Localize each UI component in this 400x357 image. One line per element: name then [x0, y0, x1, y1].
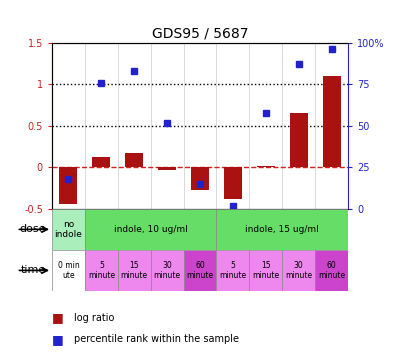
Text: 0 min
ute: 0 min ute	[58, 261, 79, 280]
Bar	[249, 250, 282, 291]
Text: 60
minute: 60 minute	[318, 261, 345, 280]
Text: dose: dose	[20, 224, 46, 235]
Text: log ratio: log ratio	[74, 313, 114, 323]
Text: 30
minute: 30 minute	[285, 261, 312, 280]
Bar	[216, 209, 348, 250]
Text: 5
minute: 5 minute	[219, 261, 246, 280]
Text: ■: ■	[52, 333, 64, 346]
Text: 5
minute: 5 minute	[88, 261, 115, 280]
Bar	[85, 250, 118, 291]
Text: indole, 15 ug/ml: indole, 15 ug/ml	[245, 225, 319, 234]
Bar	[191, 167, 209, 190]
Bar	[158, 167, 176, 170]
Bar	[322, 76, 340, 167]
Text: 60
minute: 60 minute	[186, 261, 214, 280]
Title: GDS95 / 5687: GDS95 / 5687	[152, 26, 248, 40]
Bar	[282, 250, 315, 291]
Text: percentile rank within the sample: percentile rank within the sample	[74, 334, 239, 344]
Bar	[216, 250, 249, 291]
Bar	[257, 166, 275, 167]
Bar	[125, 153, 143, 167]
Text: 15
minute: 15 minute	[121, 261, 148, 280]
Text: indole, 10 ug/ml: indole, 10 ug/ml	[114, 225, 188, 234]
Bar	[118, 250, 151, 291]
Bar	[290, 114, 308, 167]
Bar	[59, 167, 78, 204]
Text: 30
minute: 30 minute	[154, 261, 181, 280]
Bar	[85, 209, 216, 250]
Bar	[52, 250, 85, 291]
Bar	[151, 250, 184, 291]
Text: ■: ■	[52, 311, 64, 324]
Bar	[92, 157, 110, 167]
Bar	[315, 250, 348, 291]
Bar	[224, 167, 242, 199]
Bar	[184, 250, 216, 291]
Bar	[52, 209, 85, 250]
Text: time: time	[21, 265, 46, 276]
Text: 15
minute: 15 minute	[252, 261, 279, 280]
Text: no
indole: no indole	[54, 220, 82, 239]
